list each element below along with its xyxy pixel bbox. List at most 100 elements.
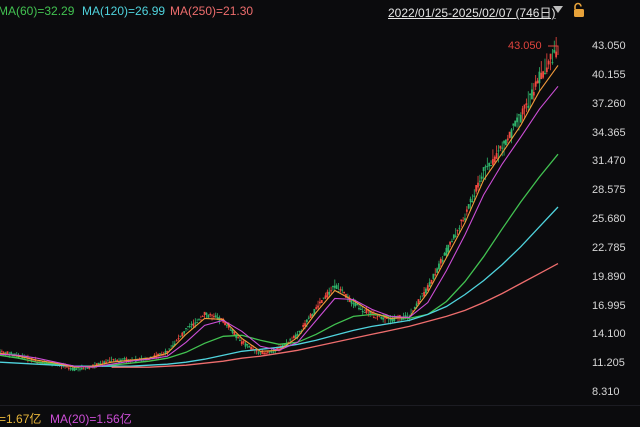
- candle-body: [510, 129, 513, 138]
- candle-body: [75, 368, 78, 371]
- candle-body: [426, 285, 429, 291]
- price-axis-tick: 34.365: [592, 126, 626, 139]
- ma250-label: MA(250)=21.30: [170, 4, 254, 18]
- candle-body: [106, 359, 109, 361]
- candle-body: [529, 93, 531, 96]
- candle-body: [345, 293, 347, 298]
- candle-body: [499, 145, 502, 149]
- candle-body: [186, 326, 189, 328]
- candle-body: [192, 323, 195, 327]
- candle-body: [365, 308, 368, 313]
- candle-body: [177, 338, 180, 340]
- candle-body: [339, 288, 342, 291]
- price-axis-tick: 16.995: [592, 299, 626, 312]
- candle-body: [263, 352, 266, 355]
- candle-body: [382, 317, 385, 320]
- candle-body: [134, 361, 137, 363]
- candle-body: [380, 316, 383, 319]
- candle-body: [224, 321, 226, 326]
- candle-body: [343, 291, 345, 293]
- candle-body: [497, 150, 500, 152]
- candle-body: [547, 60, 550, 65]
- candle-body: [304, 323, 306, 326]
- candle-body: [354, 302, 357, 307]
- triangle-down-icon[interactable]: [553, 6, 563, 13]
- candle-body: [259, 351, 262, 353]
- candle-body: [71, 368, 74, 370]
- candle-body: [376, 315, 379, 317]
- candle-body: [514, 120, 517, 127]
- candle-body: [352, 303, 355, 305]
- candle-body: [501, 147, 504, 149]
- candle-body: [454, 235, 457, 237]
- candle-body: [196, 322, 199, 324]
- price-axis-tick: 25.680: [592, 213, 626, 225]
- candle-body: [294, 334, 297, 339]
- candle-body: [276, 347, 279, 350]
- candle-body: [185, 328, 187, 330]
- price-axis-tick: 28.575: [592, 184, 626, 197]
- candle-body: [6, 351, 9, 355]
- candle-body: [216, 317, 219, 320]
- candle-body: [328, 291, 331, 295]
- price-chart[interactable]: [0, 20, 640, 410]
- candle-body: [237, 337, 239, 339]
- candle-body: [67, 367, 70, 369]
- candle-body: [480, 176, 483, 179]
- candle-body: [540, 72, 543, 80]
- candle-body: [523, 104, 526, 109]
- date-range-selector[interactable]: 2022/01/25-2025/02/07 (746日): [388, 6, 556, 20]
- ma120-label: MA(120)=26.99: [82, 4, 166, 18]
- candle-body: [261, 350, 264, 355]
- candle-body: [227, 325, 230, 328]
- candle-body: [428, 282, 431, 287]
- candle-body: [108, 361, 111, 363]
- candle-body: [387, 318, 390, 320]
- unlock-icon[interactable]: [572, 2, 586, 18]
- candle-body: [322, 297, 325, 299]
- candle-body: [105, 361, 107, 363]
- indicator-header: MA(60)=32.29 MA(120)=26.99 MA(250)=21.30…: [0, 0, 640, 22]
- candle-body: [155, 356, 158, 358]
- candle-body: [348, 298, 351, 303]
- candle-body: [495, 153, 498, 159]
- candle-body: [0, 351, 3, 353]
- chart-canvas[interactable]: [0, 20, 640, 410]
- candle-body: [467, 204, 470, 209]
- candle-body: [462, 220, 465, 222]
- candle-body: [0, 351, 1, 353]
- candle-body: [317, 305, 319, 308]
- price-axis-tick: 31.470: [592, 155, 626, 168]
- candle-body: [493, 156, 496, 163]
- candle-body: [532, 91, 535, 96]
- candle-body: [164, 350, 167, 354]
- candle-body: [490, 165, 492, 167]
- candle-body: [181, 332, 184, 337]
- candle-body: [266, 351, 269, 353]
- candle-body: [268, 351, 271, 353]
- candle-body: [319, 301, 321, 304]
- candle-body: [512, 123, 515, 126]
- candle-body: [73, 367, 76, 371]
- volume-ma-partial-label: =1.67亿: [0, 412, 42, 426]
- candle-body: [242, 341, 245, 343]
- candle-body: [413, 306, 416, 309]
- price-axis-tick: 11.205: [592, 357, 625, 370]
- candle-body: [452, 234, 455, 239]
- candle-body: [17, 356, 20, 358]
- candle-body: [10, 352, 13, 355]
- candle-body: [553, 49, 556, 53]
- candle-body: [285, 343, 288, 345]
- volume-ma20-label: MA(20)=1.56亿: [50, 412, 132, 426]
- candle-body: [79, 368, 81, 370]
- candle-body: [214, 315, 217, 318]
- candle-body: [2, 352, 5, 355]
- candle-body: [484, 166, 487, 168]
- candle-body: [464, 218, 466, 220]
- candle-body: [445, 247, 448, 256]
- candle-body: [542, 71, 545, 78]
- candle-body: [190, 323, 193, 325]
- candle-body: [265, 352, 267, 354]
- candle-body: [289, 339, 292, 341]
- candle-body: [118, 361, 120, 363]
